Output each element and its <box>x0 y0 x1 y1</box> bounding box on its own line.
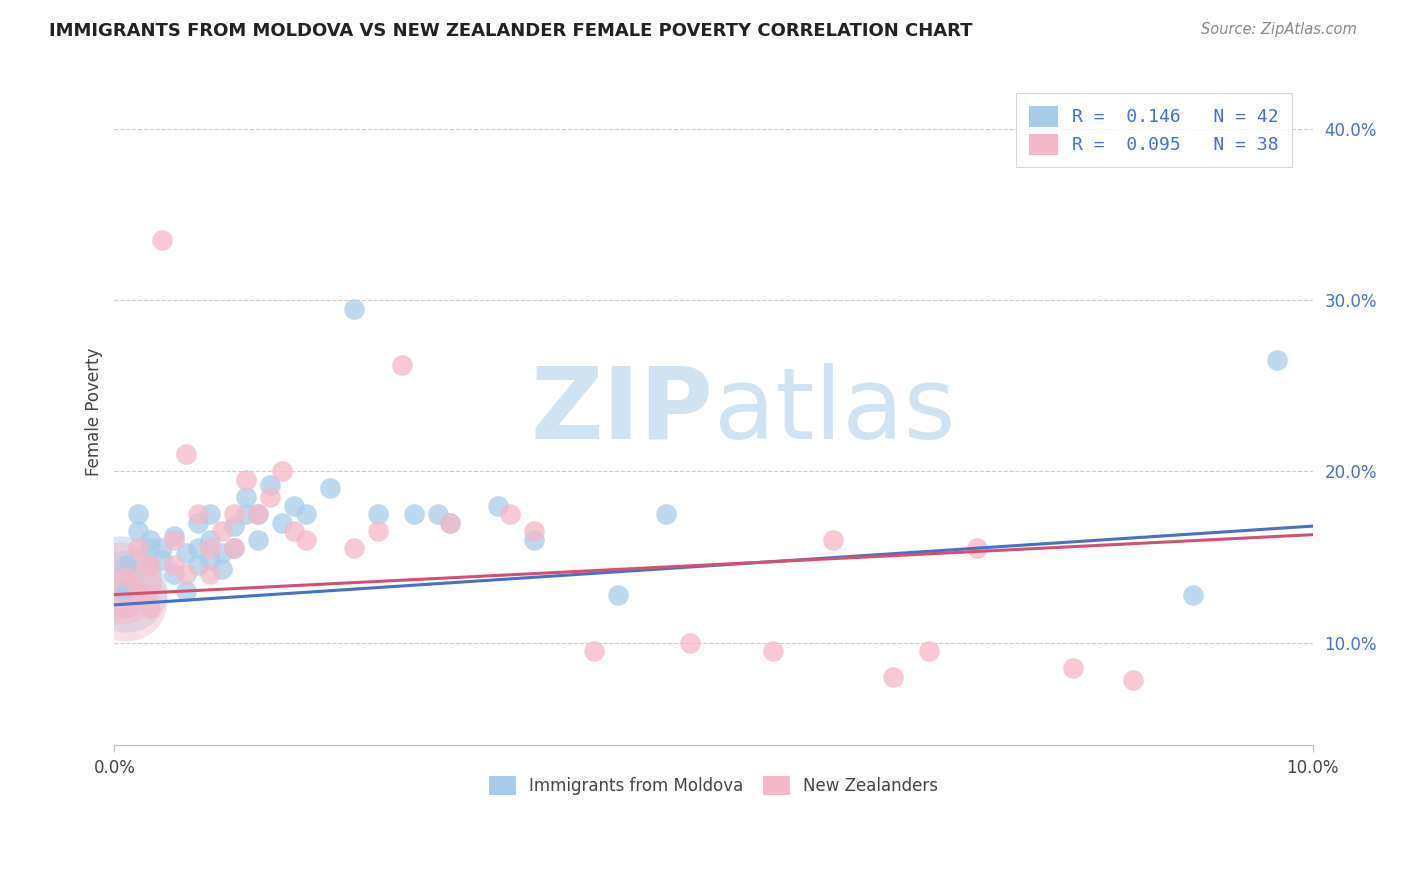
Point <box>224 541 246 556</box>
Point <box>150 553 173 567</box>
Point <box>139 558 162 573</box>
Point <box>283 524 305 539</box>
Point <box>176 547 198 561</box>
Point <box>211 524 233 539</box>
Point <box>139 601 162 615</box>
Legend: Immigrants from Moldova, New Zealanders: Immigrants from Moldova, New Zealanders <box>481 768 946 804</box>
Point <box>211 547 233 561</box>
Point <box>224 507 246 521</box>
Point <box>582 644 605 658</box>
Y-axis label: Female Poverty: Female Poverty <box>86 347 103 475</box>
Point <box>319 482 342 496</box>
Point <box>200 553 222 567</box>
Point <box>127 584 149 599</box>
Point <box>1265 353 1288 368</box>
Point <box>247 507 270 521</box>
Point <box>150 233 173 247</box>
Point <box>439 516 461 530</box>
Point <box>678 635 700 649</box>
Point <box>200 541 222 556</box>
Point <box>176 447 198 461</box>
Point <box>127 524 149 539</box>
Point <box>295 533 318 547</box>
Point <box>224 519 246 533</box>
Text: IMMIGRANTS FROM MOLDOVA VS NEW ZEALANDER FEMALE POVERTY CORRELATION CHART: IMMIGRANTS FROM MOLDOVA VS NEW ZEALANDER… <box>49 22 973 40</box>
Point <box>139 533 162 547</box>
Point <box>606 588 628 602</box>
Point <box>523 524 546 539</box>
Point <box>150 541 173 556</box>
Point <box>187 516 209 530</box>
Point <box>200 533 222 547</box>
Point <box>762 644 785 658</box>
Text: Source: ZipAtlas.com: Source: ZipAtlas.com <box>1201 22 1357 37</box>
Point <box>486 499 509 513</box>
Point <box>200 507 222 521</box>
Point <box>224 541 246 556</box>
Point <box>654 507 676 521</box>
Point <box>1122 673 1144 688</box>
Point <box>259 478 281 492</box>
Point <box>439 516 461 530</box>
Point <box>163 558 186 573</box>
Point <box>187 558 209 573</box>
Point <box>235 507 257 521</box>
Point <box>367 507 389 521</box>
Point <box>426 507 449 521</box>
Point <box>966 541 988 556</box>
Point <box>127 507 149 521</box>
Point <box>176 584 198 599</box>
Point <box>200 567 222 582</box>
Point <box>343 301 366 316</box>
Point <box>918 644 941 658</box>
Point <box>402 507 425 521</box>
Point <box>283 499 305 513</box>
Point <box>127 541 149 556</box>
Point <box>523 533 546 547</box>
Point <box>115 584 138 599</box>
Point <box>271 516 294 530</box>
Point <box>295 507 318 521</box>
Point <box>823 533 845 547</box>
Point <box>187 541 209 556</box>
Point <box>1181 588 1204 602</box>
Point <box>115 601 138 615</box>
Text: ZIP: ZIP <box>530 363 713 460</box>
Point <box>343 541 366 556</box>
Point <box>176 567 198 582</box>
Point <box>247 507 270 521</box>
Point <box>211 562 233 576</box>
Point <box>115 570 138 584</box>
Point <box>115 592 138 607</box>
Point <box>235 490 257 504</box>
Point <box>247 533 270 547</box>
Point <box>163 533 186 547</box>
Point <box>1062 661 1084 675</box>
Point <box>187 507 209 521</box>
Point <box>163 529 186 543</box>
Point <box>271 464 294 478</box>
Point <box>259 490 281 504</box>
Point <box>882 670 904 684</box>
Text: atlas: atlas <box>713 363 955 460</box>
Point <box>367 524 389 539</box>
Point <box>110 570 132 584</box>
Point <box>499 507 522 521</box>
Point <box>139 541 162 556</box>
Point <box>115 558 138 573</box>
Point <box>391 358 413 372</box>
Point <box>115 584 138 599</box>
Point <box>110 575 132 590</box>
Point <box>163 567 186 582</box>
Point <box>235 473 257 487</box>
